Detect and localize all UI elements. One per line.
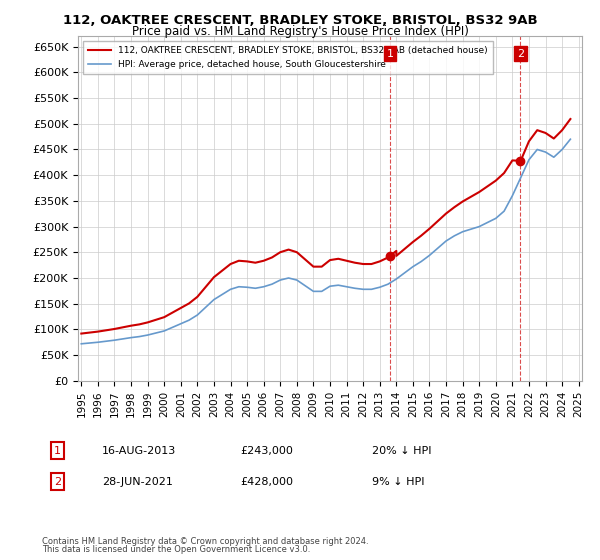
Legend: 112, OAKTREE CRESCENT, BRADLEY STOKE, BRISTOL, BS32 9AB (detached house), HPI: A: 112, OAKTREE CRESCENT, BRADLEY STOKE, BR… [83, 41, 493, 74]
Text: 1: 1 [386, 49, 394, 59]
Text: 112, OAKTREE CRESCENT, BRADLEY STOKE, BRISTOL, BS32 9AB: 112, OAKTREE CRESCENT, BRADLEY STOKE, BR… [62, 14, 538, 27]
Text: 2: 2 [54, 477, 61, 487]
Text: 16-AUG-2013: 16-AUG-2013 [102, 446, 176, 456]
Text: Price paid vs. HM Land Registry's House Price Index (HPI): Price paid vs. HM Land Registry's House … [131, 25, 469, 38]
Text: 2: 2 [517, 49, 524, 59]
Text: 20% ↓ HPI: 20% ↓ HPI [372, 446, 431, 456]
Text: This data is licensed under the Open Government Licence v3.0.: This data is licensed under the Open Gov… [42, 545, 310, 554]
Text: 28-JUN-2021: 28-JUN-2021 [102, 477, 173, 487]
Text: Contains HM Land Registry data © Crown copyright and database right 2024.: Contains HM Land Registry data © Crown c… [42, 537, 368, 546]
Text: 1: 1 [54, 446, 61, 456]
Text: £428,000: £428,000 [240, 477, 293, 487]
Text: 9% ↓ HPI: 9% ↓ HPI [372, 477, 425, 487]
Text: £243,000: £243,000 [240, 446, 293, 456]
